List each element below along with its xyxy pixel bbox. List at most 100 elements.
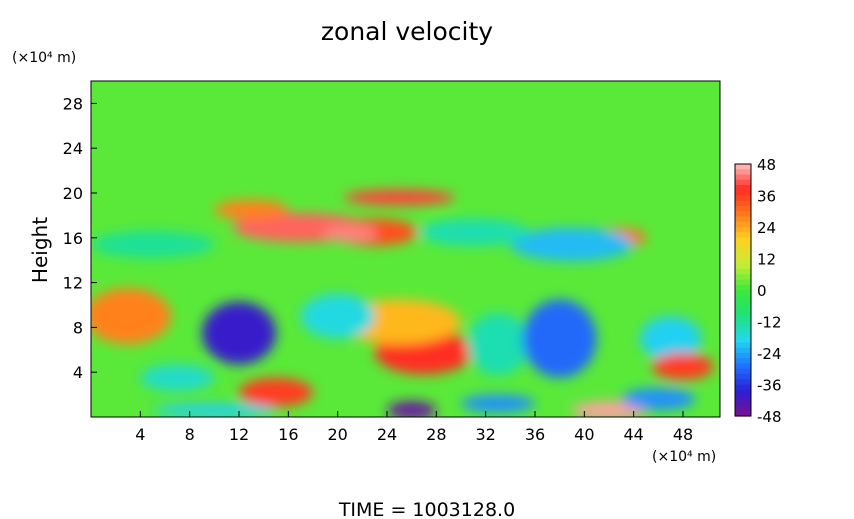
y-tick-label: 8 [73,318,83,337]
colorbar-segment [735,237,751,244]
colorbar-segment [735,195,751,202]
colorbar-label: -12 [757,314,782,332]
colorbar-label: -36 [757,377,782,395]
field-region [91,231,215,258]
colorbar-label: 36 [757,188,776,206]
field-region [417,218,529,246]
field-region [467,312,529,376]
x-tick-label: 28 [426,425,446,444]
field-region [152,403,276,417]
colorbar-segment [735,321,751,328]
colorbar-segment [735,185,751,191]
colorbar-segment [735,410,751,417]
field-region [343,189,455,206]
colorbar-segment [735,269,751,275]
x-tick-label: 16 [278,425,298,444]
colorbar-segment [735,227,751,233]
field-region [202,301,276,365]
colorbar-segment [735,290,751,296]
colorbar-segment [735,347,751,354]
y-tick-label: 20 [63,184,83,203]
colorbar-label: -24 [757,345,782,363]
colorbar-segment [735,242,751,249]
colorbar-segment [735,274,751,281]
y-axis-label: Height [28,217,52,283]
colorbar-segment [735,221,751,228]
y-unit-label: (×10⁴ m) [12,50,76,66]
colorbar-segment [735,316,751,323]
x-tick-label: 32 [475,425,495,444]
field-region [652,353,714,381]
time-label: TIME = 1003128.0 [338,499,515,519]
colorbar-segment [735,337,751,344]
colorbar-segment [735,326,751,333]
y-tick-label: 4 [73,363,83,382]
colorbar-label: 24 [757,219,776,237]
colorbar-label: -48 [757,408,782,426]
colorbar-segment [735,363,751,370]
colorbar-segment [735,174,751,181]
colorbar-segment [735,211,751,218]
colorbar-label: 48 [757,156,776,174]
plot-area [90,80,721,418]
x-tick-label: 20 [327,425,347,444]
x-unit-label: (×10⁴ m) [652,449,716,465]
y-axis-ticks: 4 8 12 16 20 24 28 [63,94,97,382]
colorbar-segment [735,311,751,317]
x-tick-label: 24 [377,425,397,444]
colorbar-segment [735,179,751,186]
field-region [510,227,634,262]
field-region [621,387,696,411]
colorbar-segment [735,379,751,386]
colorbar-segment [735,258,751,265]
y-tick-label: 28 [63,94,83,113]
colorbar-segment [735,395,751,401]
x-tick-label: 44 [623,425,643,444]
y-tick-label: 24 [63,139,83,158]
colorbar-segment [735,358,751,365]
field-region [214,199,289,220]
field-region [322,224,378,243]
colorbar-segment [735,384,751,391]
chart-title: zonal velocity [321,17,493,46]
colorbar-segment [735,305,751,312]
colorbar-segment [735,374,751,380]
colorbar-segment [735,400,751,407]
field-region [639,316,702,361]
colorbar-segment [735,253,751,260]
colorbar-segment [735,353,751,359]
colorbar-segment [735,342,751,349]
field-region [140,364,215,392]
colorbar-label: 12 [757,251,776,269]
field-region [300,293,375,339]
y-tick-label: 12 [63,274,83,293]
colorbar: 48 36 24 12 0 -12 -24 -36 -48 [734,156,782,426]
colorbar-segment [735,279,751,286]
colorbar-segment [735,284,751,291]
colorbar-segment [735,368,751,375]
colorbar-segment [735,389,751,396]
x-tick-label: 48 [673,425,693,444]
x-axis-ticks: 4 8 12 16 20 24 28 32 36 40 44 48 [135,411,693,444]
field-region [522,299,597,378]
colorbar-segment [735,190,751,197]
colorbar-segment [735,332,751,338]
field-region [387,401,437,417]
x-tick-label: 8 [185,425,195,444]
colorbar-segment [735,263,751,270]
y-tick-label: 16 [63,229,83,248]
colorbar-segment [735,232,751,239]
colorbar-segment [735,405,751,412]
colorbar-segment [735,206,751,212]
field-region [239,377,313,407]
x-tick-label: 36 [525,425,545,444]
field-region [461,394,535,413]
field-region [91,288,172,345]
colorbar-segment [735,169,751,176]
x-tick-label: 40 [574,425,594,444]
colorbar-segment [735,164,751,170]
colorbar-segment [735,295,751,302]
colorbar-label: 0 [757,282,767,300]
colorbar-segment [735,216,751,223]
